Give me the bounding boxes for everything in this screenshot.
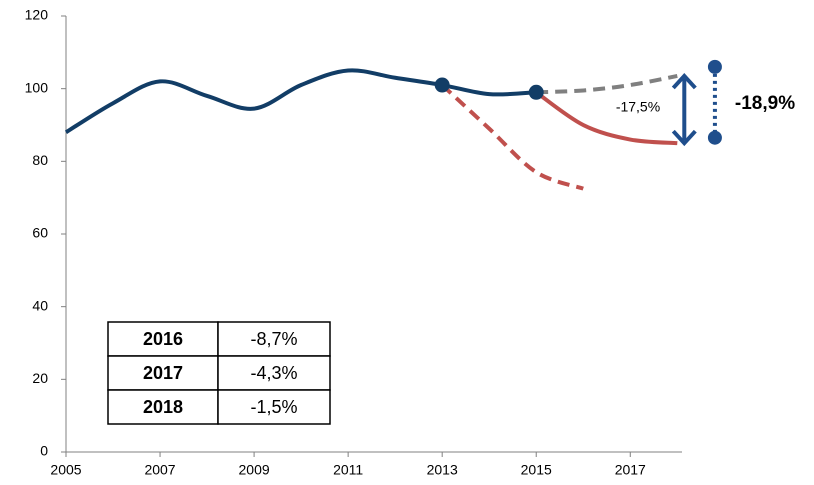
- y-tick-label: 60: [32, 225, 48, 241]
- table-value: -8,7%: [250, 329, 297, 349]
- bracket-dot: [707, 130, 722, 145]
- table-cell: [217, 389, 331, 425]
- series-line: [440, 83, 584, 191]
- y-tick-label: 0: [40, 443, 48, 459]
- x-tick-label: 2013: [427, 462, 458, 478]
- x-tick-label: 2005: [50, 462, 81, 478]
- x-tick-label: 2011: [333, 462, 363, 478]
- y-tick-label: 120: [25, 7, 49, 23]
- table-year: 2016: [143, 329, 183, 349]
- table-cell: [107, 389, 219, 425]
- x-tick-label: 2015: [521, 462, 552, 478]
- gap-arrow-head: [671, 72, 697, 90]
- table-cell: [217, 355, 331, 391]
- bracket-dot: [707, 59, 722, 74]
- branch-marker: [528, 84, 544, 100]
- table-value: -1,5%: [250, 397, 297, 417]
- series-line: [536, 73, 678, 95]
- total-change-label: -18,9%: [735, 93, 795, 114]
- change-label: -17,5%: [616, 99, 660, 115]
- y-tick-label: 80: [32, 152, 48, 168]
- series-line: [64, 68, 537, 134]
- x-tick-label: 2009: [239, 462, 270, 478]
- y-tick-label: 100: [25, 79, 49, 95]
- branch-marker: [434, 77, 450, 93]
- table-year: 2018: [143, 397, 183, 417]
- table-year: 2017: [143, 363, 183, 383]
- x-tick-label: 2007: [144, 462, 175, 478]
- table-value: -4,3%: [250, 363, 297, 383]
- series-line: [535, 90, 678, 146]
- y-tick-label: 40: [32, 297, 48, 313]
- y-tick-label: 20: [32, 370, 48, 386]
- x-tick-label: 2017: [615, 462, 646, 478]
- gap-arrow-head: [671, 129, 697, 147]
